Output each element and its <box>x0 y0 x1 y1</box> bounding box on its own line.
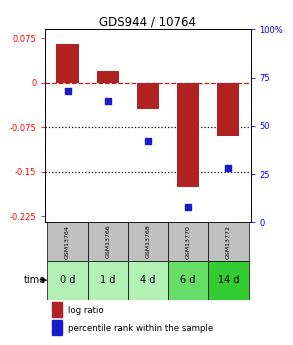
Text: 4 d: 4 d <box>140 275 156 285</box>
Bar <box>168 222 208 261</box>
Point <box>65 88 70 94</box>
Text: percentile rank within the sample: percentile rank within the sample <box>68 324 213 333</box>
Bar <box>97 71 119 83</box>
Text: GSM13768: GSM13768 <box>145 225 151 258</box>
Title: GDS944 / 10764: GDS944 / 10764 <box>99 15 197 28</box>
Text: 1 d: 1 d <box>100 275 115 285</box>
Point <box>186 204 190 210</box>
Bar <box>52 321 62 335</box>
Bar <box>88 222 128 261</box>
Text: 6 d: 6 d <box>180 275 196 285</box>
Bar <box>88 261 128 299</box>
Bar <box>47 261 88 299</box>
Bar <box>47 222 88 261</box>
Bar <box>208 261 248 299</box>
Text: GSM13772: GSM13772 <box>226 225 231 259</box>
Bar <box>57 44 79 83</box>
Text: GSM13764: GSM13764 <box>65 225 70 258</box>
Bar <box>128 261 168 299</box>
Bar <box>177 83 199 187</box>
Bar <box>137 83 159 109</box>
Text: GSM13770: GSM13770 <box>186 225 191 258</box>
Text: time: time <box>24 275 46 285</box>
Point <box>226 166 231 171</box>
Bar <box>217 83 239 136</box>
Point <box>105 98 110 104</box>
Text: GSM13766: GSM13766 <box>105 225 110 258</box>
Bar <box>208 222 248 261</box>
Bar <box>168 261 208 299</box>
Bar <box>52 302 62 317</box>
Text: 0 d: 0 d <box>60 275 75 285</box>
Bar <box>128 222 168 261</box>
Point <box>146 138 150 144</box>
Text: log ratio: log ratio <box>68 306 103 315</box>
Text: 14 d: 14 d <box>218 275 239 285</box>
